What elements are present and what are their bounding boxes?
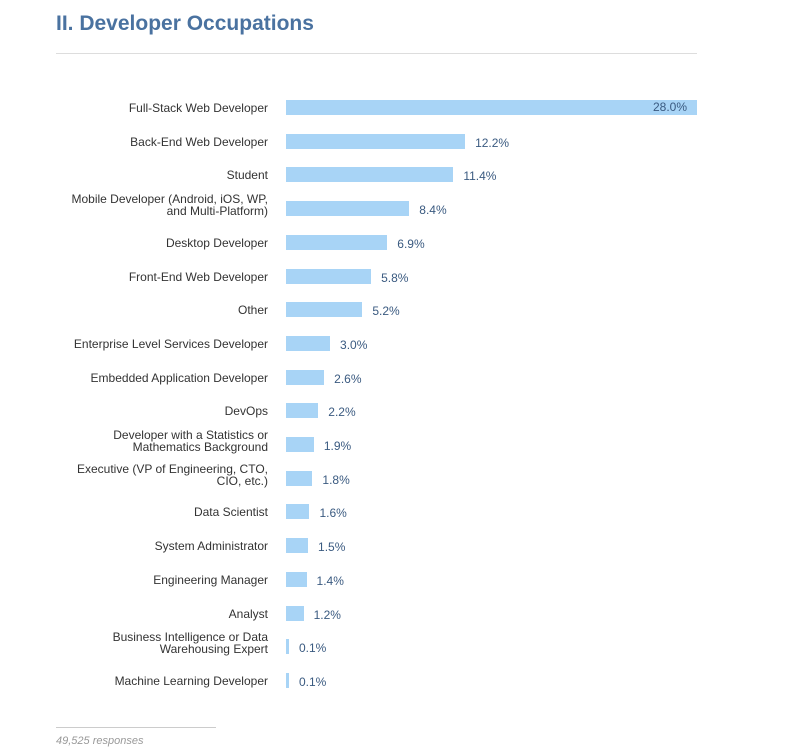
category-label-line: Mathematics Background [132,440,268,454]
bar [286,470,313,486]
value-label: 0.1% [299,641,327,656]
category-label-line: Engineering Manager [153,572,268,587]
value-label: 3.0% [340,337,368,352]
category-label-line: Back-End Web Developer [130,134,268,149]
value-label: 1.6% [319,506,347,521]
bar-row: Data Scientist 1.6% [0,497,800,527]
category-label: Machine Learning Developer [28,675,268,687]
bar [286,672,289,688]
bar [286,369,325,385]
category-label-line: Warehousing Expert [159,642,268,657]
bar [286,268,372,284]
bar [286,538,309,554]
bar-row: Front-End Web Developer 5.8% [0,262,800,292]
bar-row: Back-End Web Developer 12.2% [0,127,800,157]
category-label-line: Embedded Application Developer [90,370,268,385]
bar [286,201,410,217]
category-label-line: Other [237,303,268,318]
bar [286,133,466,149]
response-count: 49,525 responses [56,735,144,747]
bar-row: Business Intelligence or Data Warehousing… [0,631,800,662]
value-label: 11.4% [463,169,497,184]
bar [286,302,363,318]
value-label: 1.4% [316,573,344,588]
bar-row: DevOps 2.2% [0,396,800,426]
category-label: Data Scientist [28,506,268,518]
category-label: Student [28,169,268,181]
category-label-line: Machine Learning Developer [114,673,268,688]
bar-row: Machine Learning Developer 0.1% [0,666,800,696]
title-divider [56,53,697,54]
category-label-line: Data Scientist [193,505,268,520]
category-label: Enterprise Level Services Developer [28,338,268,350]
value-label: 0.1% [299,674,327,689]
category-label-line: Mobile Developer (Android, iOS, WP, [71,192,268,207]
category-label: Front-End Web Developer [28,271,268,283]
bar [286,571,307,587]
bar-row: Full-Stack Web Developer 28.0% [0,93,800,123]
value-label: 1.2% [313,607,341,622]
category-label: Back-End Web Developer [28,136,268,148]
footer-divider [56,727,216,728]
bar-row: Analyst 1.2% [0,599,800,629]
bar [286,605,304,621]
category-label: Developer with a Statistics or Mathematic… [28,429,268,453]
value-label: 1.5% [318,540,346,555]
category-label-line: System Administrator [154,539,268,554]
category-label: Executive (VP of Engineering, CTO, CIO, e… [28,463,268,487]
bar-row: Engineering Manager 1.4% [0,565,800,595]
category-label: Embedded Application Developer [28,372,268,384]
value-label: 8.4% [419,203,447,218]
value-label: 1.8% [322,472,350,487]
category-label: DevOps [28,405,268,417]
category-label: Engineering Manager [28,574,268,586]
category-label-line: Business Intelligence or Data [112,630,268,645]
category-label-line: Analyst [228,606,268,621]
value-label: 1.9% [323,439,352,453]
bar [286,234,388,250]
chart-title: II. Developer Occupations [56,12,314,35]
category-label-line: Front-End Web Developer [128,269,268,284]
bar-row: Embedded Application Developer 2.6% [0,363,800,393]
value-label: 28.0% [653,100,688,114]
value-label: 12.2% [475,135,510,150]
category-label-line: Student [226,168,268,183]
category-label: Analyst [28,608,268,620]
category-label-line: Developer with a Statistics or [113,428,268,442]
bar-row: Other 5.2% [0,295,800,325]
category-label-line: DevOps [224,404,268,419]
value-label: 6.9% [397,236,425,251]
bar-row: Student 11.4% [0,160,800,190]
category-label: Full-Stack Web Developer [28,102,268,114]
value-label: 5.2% [372,304,400,319]
bar-row: Developer with a Statistics or Mathematic… [0,429,800,460]
bar [286,403,319,419]
category-label: Business Intelligence or Data Warehousing… [28,631,268,655]
bar-row: Executive (VP of Engineering, CTO, CIO, e… [0,463,800,494]
value-label: 2.6% [334,371,362,386]
bar-row: Mobile Developer (Android, iOS, WP, and M… [0,193,800,224]
value-label: 5.8% [381,270,409,285]
category-label-line: Full-Stack Web Developer [128,101,268,115]
category-label: Mobile Developer (Android, iOS, WP, and M… [28,193,268,217]
bar [286,167,454,183]
category-label: Desktop Developer [28,237,268,249]
category-label: System Administrator [28,540,268,552]
category-label-line: Enterprise Level Services Developer [73,336,268,351]
category-label-line: Executive (VP of Engineering, CTO, [77,461,268,476]
bar [286,437,314,452]
bar [286,335,331,351]
bar [286,639,289,655]
bar [286,504,310,520]
value-label: 2.2% [328,405,356,420]
bar-row: Enterprise Level Services Developer 3.0% [0,329,800,359]
category-label-line: CIO, etc.) [216,473,268,488]
bar-row: System Administrator 1.5% [0,531,800,561]
category-label: Other [28,304,268,316]
category-label-line: and Multi-Platform) [166,204,268,219]
bar-row: Desktop Developer 6.9% [0,228,800,258]
bar [286,100,697,115]
category-label-line: Desktop Developer [165,235,268,250]
